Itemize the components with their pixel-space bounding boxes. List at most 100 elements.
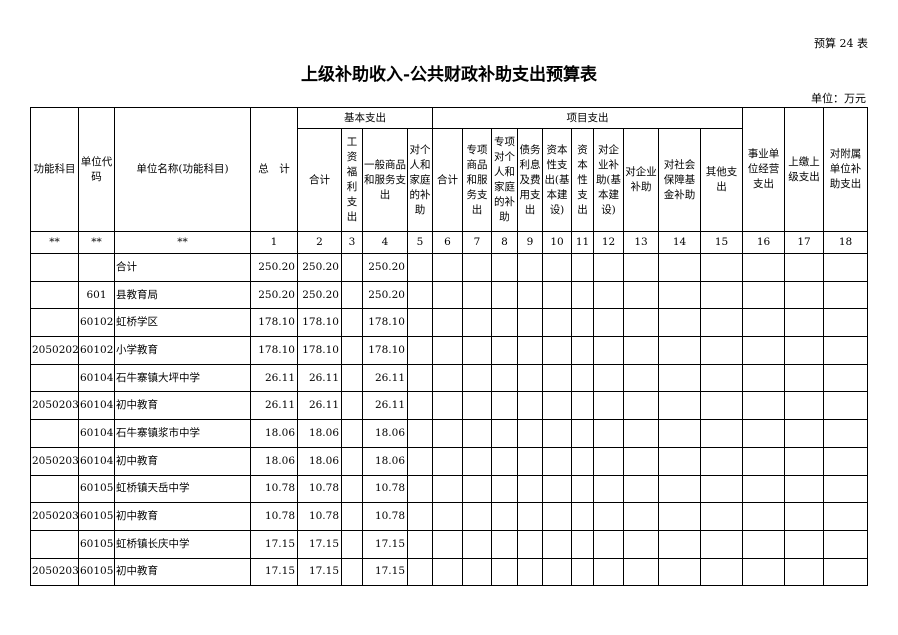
cell-empty: [542, 502, 572, 531]
cell-empty: [823, 363, 868, 393]
cell-empty: [542, 419, 572, 448]
column-number: 4: [362, 231, 408, 254]
cell-empty: [623, 419, 659, 448]
cell-empty: [542, 308, 572, 338]
cell-basic-general: 26.11: [362, 363, 408, 393]
cell-empty: [700, 446, 743, 476]
cell-name: 初中教育: [114, 446, 251, 476]
header-upper: 上缴上级支出: [784, 107, 824, 232]
header-project-col: 资本性支出: [571, 128, 594, 232]
cell-empty: [593, 557, 624, 587]
column-number: 17: [784, 231, 824, 254]
cell-name: 石牛寨镇浆市中学: [114, 419, 251, 448]
header-affiliated: 对附属单位补助支出: [823, 107, 868, 232]
cell-empty: [432, 529, 463, 559]
cell-empty: [571, 253, 594, 282]
cell-basic-general: 17.15: [362, 529, 408, 559]
column-number: **: [114, 231, 251, 254]
cell-empty: [341, 557, 363, 587]
cell-empty: [823, 557, 868, 587]
cell-empty: [517, 446, 543, 476]
cell-total: 178.10: [250, 308, 298, 338]
column-number: 12: [593, 231, 624, 254]
cell-total: 17.15: [250, 557, 298, 587]
cell-name: 虹桥学区: [114, 308, 251, 338]
cell-name: 初中教育: [114, 391, 251, 421]
cell-empty: [742, 529, 785, 559]
cell-empty: [571, 308, 594, 338]
cell-empty: [700, 474, 743, 504]
cell-code: 601049: [78, 446, 115, 476]
cell-basic-total: 17.15: [297, 529, 342, 559]
cell-empty: [517, 253, 543, 282]
header-project: 项目支出: [432, 107, 743, 129]
cell-empty: [491, 474, 518, 504]
cell-empty: [432, 253, 463, 282]
cell-empty: [742, 336, 785, 365]
cell-basic-general: 10.78: [362, 474, 408, 504]
cell-empty: [571, 474, 594, 504]
cell-empty: [542, 253, 572, 282]
cell-empty: [742, 557, 785, 587]
column-number: 13: [623, 231, 659, 254]
cell-empty: [407, 308, 433, 338]
cell-empty: [462, 446, 492, 476]
cell-basic-total: 250.20: [297, 253, 342, 282]
cell-basic-total: 17.15: [297, 557, 342, 587]
cell-empty: [462, 280, 492, 310]
cell-empty: [742, 446, 785, 476]
cell-empty: [407, 557, 433, 587]
header-basic-col: 合计: [297, 128, 342, 232]
cell-empty: [462, 529, 492, 559]
cell-subject: [30, 253, 79, 282]
budget-table: 功能科目 单位代码 单位名称(功能科目) 总 计 基本支出 项目支出 事业单位经…: [30, 107, 868, 587]
cell-subject: 2050203: [30, 446, 79, 476]
cell-empty: [462, 557, 492, 587]
cell-empty: [823, 502, 868, 531]
cell-empty: [623, 336, 659, 365]
cell-subject: [30, 474, 79, 504]
cell-empty: [658, 474, 701, 504]
cell-empty: [658, 336, 701, 365]
cell-basic-total: 178.10: [297, 336, 342, 365]
cell-empty: [407, 363, 433, 393]
cell-empty: [623, 308, 659, 338]
cell-name: 初中教育: [114, 557, 251, 587]
cell-name: 合计: [114, 253, 251, 282]
cell-empty: [432, 336, 463, 365]
cell-empty: [517, 336, 543, 365]
header-subject: 功能科目: [30, 107, 79, 232]
cell-empty: [593, 280, 624, 310]
cell-empty: [462, 336, 492, 365]
unit-label: 单位：万元: [811, 92, 866, 105]
column-number: 3: [341, 231, 363, 254]
cell-name: 石牛寨镇大坪中学: [114, 363, 251, 393]
cell-basic-total: 10.78: [297, 502, 342, 531]
cell-empty: [700, 363, 743, 393]
cell-empty: [491, 557, 518, 587]
cell-empty: [658, 529, 701, 559]
column-number-row: ** ** ** 1 2 3 4 5 6 7 8 9 10 11 12 13 14 15 16 17 18: [30, 231, 868, 254]
column-number: **: [30, 231, 79, 254]
column-number: 11: [571, 231, 594, 254]
cell-empty: [700, 280, 743, 310]
cell-empty: [341, 502, 363, 531]
cell-subject: [30, 419, 79, 448]
cell-empty: [432, 280, 463, 310]
cell-empty: [542, 336, 572, 365]
header-project-col: 对企业补助(基本建设): [593, 128, 624, 232]
cell-total: 178.10: [250, 336, 298, 365]
cell-empty: [407, 336, 433, 365]
cell-empty: [432, 308, 463, 338]
cell-empty: [571, 391, 594, 421]
cell-empty: [571, 557, 594, 587]
cell-subject: 2050203: [30, 391, 79, 421]
cell-code: [78, 253, 115, 282]
cell-empty: [462, 391, 492, 421]
cell-total: 18.06: [250, 419, 298, 448]
cell-empty: [341, 308, 363, 338]
